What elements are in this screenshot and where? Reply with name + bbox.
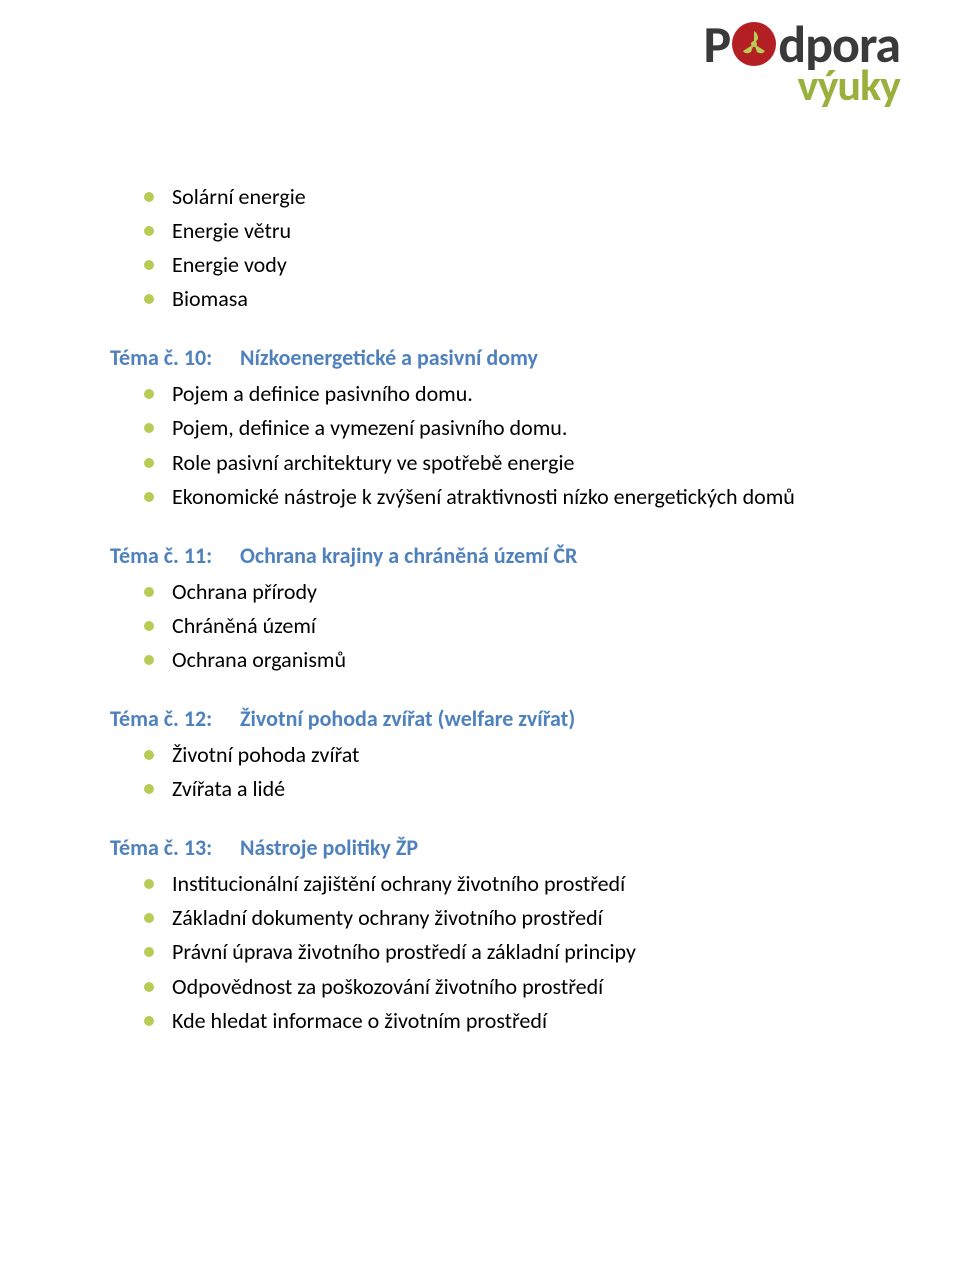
- list-item: Právní úprava životního prostředí a zákl…: [144, 935, 850, 969]
- topic-title: Nízkoenergetické a pasivní domy: [240, 344, 538, 371]
- topic-13-heading: Téma č. 13: Nástroje politiky ŽP: [110, 834, 850, 861]
- logo-line2: výuky: [704, 66, 900, 106]
- document-body: Solární energie Energie větru Energie vo…: [110, 180, 850, 1038]
- topic-label: Téma č. 11:: [110, 542, 240, 569]
- list-item: Biomasa: [144, 282, 850, 316]
- list-item: Ochrana organismů: [144, 643, 850, 677]
- topic-13-list: Institucionální zajištění ochrany životn…: [144, 867, 850, 1037]
- list-item: Institucionální zajištění ochrany životn…: [144, 867, 850, 901]
- intro-bullet-list: Solární energie Energie větru Energie vo…: [144, 180, 850, 316]
- topic-11-heading: Téma č. 11: Ochrana krajiny a chráněná ú…: [110, 542, 850, 569]
- list-item: Role pasivní architektury ve spotřebě en…: [144, 446, 850, 480]
- list-item: Chráněná území: [144, 609, 850, 643]
- list-item: Kde hledat informace o životním prostřed…: [144, 1004, 850, 1038]
- topic-label: Téma č. 12:: [110, 705, 240, 732]
- logo-text-p: P: [704, 18, 731, 70]
- topic-title: Nástroje politiky ŽP: [240, 834, 418, 861]
- list-item: Ochrana přírody: [144, 575, 850, 609]
- topic-11-list: Ochrana přírody Chráněná území Ochrana o…: [144, 575, 850, 677]
- topic-title: Životní pohoda zvířat (welfare zvířat): [240, 705, 575, 732]
- topic-label: Téma č. 13:: [110, 834, 240, 861]
- topic-10-list: Pojem a definice pasivního domu. Pojem, …: [144, 377, 850, 513]
- list-item: Solární energie: [144, 180, 850, 214]
- topic-12-heading: Téma č. 12: Životní pohoda zvířat (welfa…: [110, 705, 850, 732]
- list-item: Ekonomické nástroje k zvýšení atraktivno…: [144, 480, 850, 514]
- list-item: Pojem a definice pasivního domu.: [144, 377, 850, 411]
- header-logo: P dpora výuky: [704, 18, 900, 106]
- list-item: Energie větru: [144, 214, 850, 248]
- list-item: Zvířata a lidé: [144, 772, 850, 806]
- topic-12-list: Životní pohoda zvířat Zvířata a lidé: [144, 738, 850, 806]
- list-item: Základní dokumenty ochrany životního pro…: [144, 901, 850, 935]
- list-item: Odpovědnost za poškozování životního pro…: [144, 970, 850, 1004]
- list-item: Energie vody: [144, 248, 850, 282]
- list-item: Pojem, definice a vymezení pasivního dom…: [144, 411, 850, 445]
- topic-label: Téma č. 10:: [110, 344, 240, 371]
- topic-10-heading: Téma č. 10: Nízkoenergetické a pasivní d…: [110, 344, 850, 371]
- list-item: Životní pohoda zvířat: [144, 738, 850, 772]
- logo-propeller-icon: [732, 22, 776, 66]
- topic-title: Ochrana krajiny a chráněná území ČR: [240, 542, 577, 569]
